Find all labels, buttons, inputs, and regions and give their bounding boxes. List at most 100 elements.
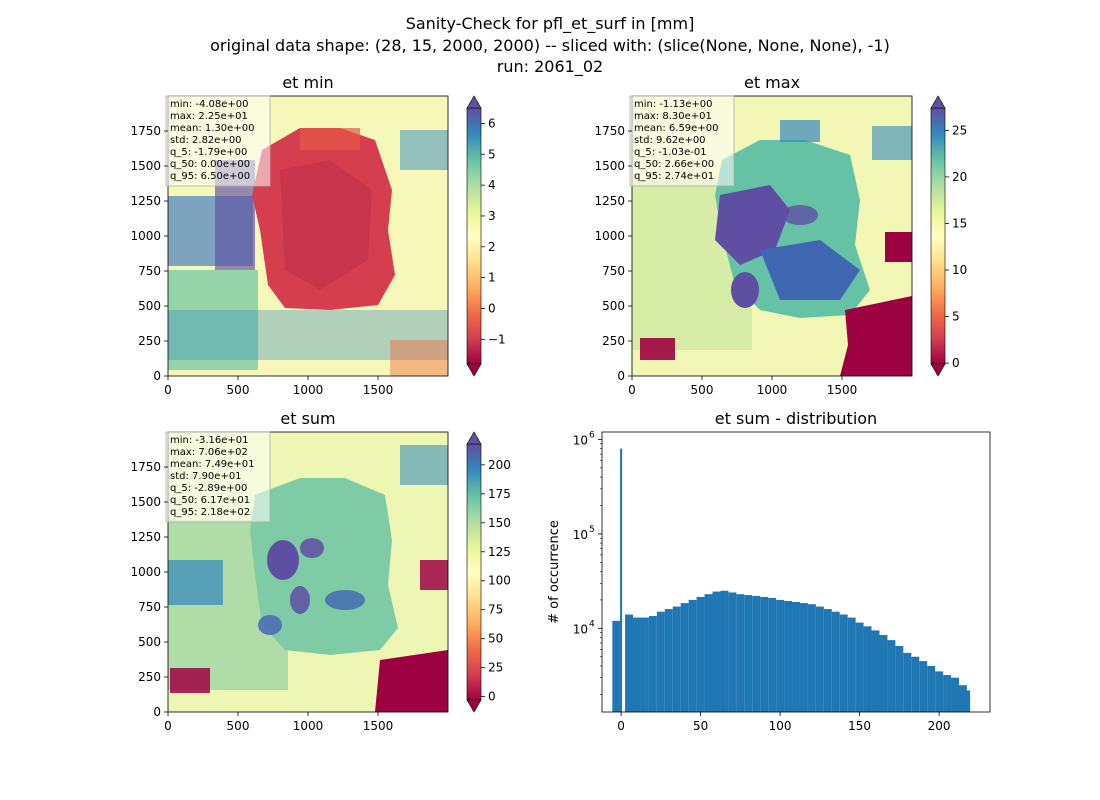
y-tick-label: 1000	[130, 229, 161, 243]
histogram-bar	[648, 616, 657, 712]
y-tick-label: 1000	[594, 229, 625, 243]
y-tick-label: 1750	[130, 124, 161, 138]
stat-line: mean: 1.30e+00	[170, 123, 254, 134]
histogram-bar	[776, 599, 785, 712]
x-tick-label: 1000	[293, 383, 324, 397]
stat-line: q_50: 6.17e+01	[170, 495, 250, 506]
x-tick-label: 150	[848, 719, 871, 733]
colorbar-ticks: 0 5 10 15 20 25	[945, 123, 967, 370]
x-axis: 0 500 1000 1500	[164, 376, 393, 397]
colorbar-tick-label: 15	[952, 216, 967, 230]
colorbar-tick-label: 20	[952, 170, 967, 184]
panel-et-min: et min min: -4.08e+00 max: 2.25e+01 mean…	[130, 73, 505, 397]
stat-line: q_50: 2.66e+00	[634, 159, 714, 170]
stat-line: min: -4.08e+00	[170, 99, 249, 110]
x-tick-label: 1000	[293, 719, 324, 733]
y-tick-label: 500	[138, 299, 161, 313]
stat-line: std: 9.62e+00	[634, 135, 706, 146]
stats-box: min: -1.13e+00 max: 8.30e+01 mean: 6.59e…	[629, 95, 735, 187]
histogram-bar	[760, 596, 769, 712]
colorbar-tick-label: 0	[952, 356, 960, 370]
histogram-bar	[640, 617, 649, 712]
x-tick-label: 1500	[363, 383, 394, 397]
histogram-bar	[951, 677, 959, 712]
colorbar-tick-label: 5	[952, 310, 960, 324]
figure-title: Sanity-Check for pfl_et_surf in [mm] ori…	[210, 14, 890, 77]
plot-title: et sum	[280, 409, 335, 428]
colorbar-ticks: −1 0 1 2 3 4 5 6	[481, 116, 506, 346]
x-tick-label: 0	[617, 719, 625, 733]
histogram-bar	[744, 595, 753, 712]
plot-title: et sum - distribution	[715, 409, 877, 428]
y-axis: 0 250 500 750 1000 1250 1500 1750	[130, 460, 168, 719]
figure-title-line-3: run: 2061_02	[497, 57, 603, 77]
histogram-bar	[943, 675, 952, 712]
y-tick-exponent: 4	[589, 619, 595, 629]
y-tick-label: 250	[138, 670, 161, 684]
colorbar-extend-min	[930, 363, 946, 377]
y-tick-exponent: 5	[589, 525, 595, 535]
histogram-bar	[792, 602, 800, 712]
colorbar-extend-min	[466, 363, 482, 377]
stat-line: max: 7.06e+02	[170, 447, 248, 458]
y-tick-label: 10	[573, 528, 588, 542]
stat-line: q_5: -2.89e+00	[170, 483, 247, 494]
colorbar: 0 5 10 15 20 25	[930, 95, 967, 377]
panel-et-sum-distribution: et sum - distribution 0 50 100 150 200 10 410…	[547, 409, 991, 733]
y-tick-label: 750	[138, 600, 161, 614]
x-axis: 0 500 1000 1500	[164, 712, 393, 733]
x-tick-label: 200	[928, 719, 951, 733]
colorbar-tick-label: 5	[488, 147, 496, 161]
panel-et-max: et max min: -1.13e+00 max: 8.30e+01 mean…	[594, 73, 967, 397]
stats-box: min: -4.08e+00 max: 2.25e+01 mean: 1.30e…	[165, 95, 271, 187]
y-tick-label: 750	[138, 264, 161, 278]
stat-line: q_5: -1.79e+00	[170, 147, 247, 158]
y-tick-label: 1500	[130, 495, 161, 509]
colorbar: 0 25 50 75 100 125 150 175 200	[466, 431, 511, 713]
colorbar-tick-label: 25	[488, 661, 503, 675]
histogram-bar	[839, 614, 848, 712]
y-tick-label: 750	[602, 264, 625, 278]
histogram-bar	[752, 595, 761, 712]
plot-title: et max	[744, 73, 800, 92]
y-tick-label: 500	[138, 635, 161, 649]
colorbar-extend-min	[466, 699, 482, 713]
histogram-bar	[807, 604, 816, 712]
histogram-bar	[625, 614, 634, 712]
plot-title: et min	[282, 73, 333, 92]
stat-line: q_95: 6.50e+00	[170, 171, 250, 182]
histogram-bar	[919, 661, 928, 712]
y-tick-label: 500	[602, 299, 625, 313]
histogram-bar	[927, 665, 936, 712]
x-axis: 0 50 100 150 200	[617, 712, 951, 733]
y-tick-label: 10	[573, 622, 588, 636]
histogram-bar	[879, 634, 888, 712]
histogram-bar	[903, 652, 912, 712]
colorbar-tick-label: 100	[488, 574, 511, 588]
histogram-bar	[704, 594, 713, 712]
histogram-bar	[612, 620, 621, 712]
y-tick-label: 250	[138, 334, 161, 348]
histogram-bar	[962, 690, 971, 712]
x-tick-label: 500	[691, 383, 714, 397]
y-tick-label: 1750	[594, 124, 625, 138]
y-tick-label: 0	[617, 369, 625, 383]
histogram-bar	[831, 611, 840, 712]
x-tick-label: 1000	[757, 383, 788, 397]
y-axis: 0 250 500 750 1000 1250 1500 1750	[594, 124, 632, 383]
colorbar-tick-label: 75	[488, 603, 503, 617]
histogram-bar	[768, 597, 777, 712]
colorbar-tick-label: −1	[488, 332, 506, 346]
histogram-bar	[712, 591, 721, 712]
histogram-bar	[871, 630, 880, 712]
y-tick-exponent: 6	[589, 430, 595, 440]
colorbar-tick-label: 10	[952, 263, 967, 277]
x-tick-label: 50	[693, 719, 708, 733]
x-tick-label: 500	[227, 383, 250, 397]
y-tick-label: 1250	[130, 194, 161, 208]
colorbar-tick-label: 125	[488, 545, 511, 559]
colorbar-tick-label: 3	[488, 209, 496, 223]
x-axis: 0 500 1000 1500	[628, 376, 857, 397]
y-axis: 0 250 500 750 1000 1250 1500 1750	[130, 124, 168, 383]
